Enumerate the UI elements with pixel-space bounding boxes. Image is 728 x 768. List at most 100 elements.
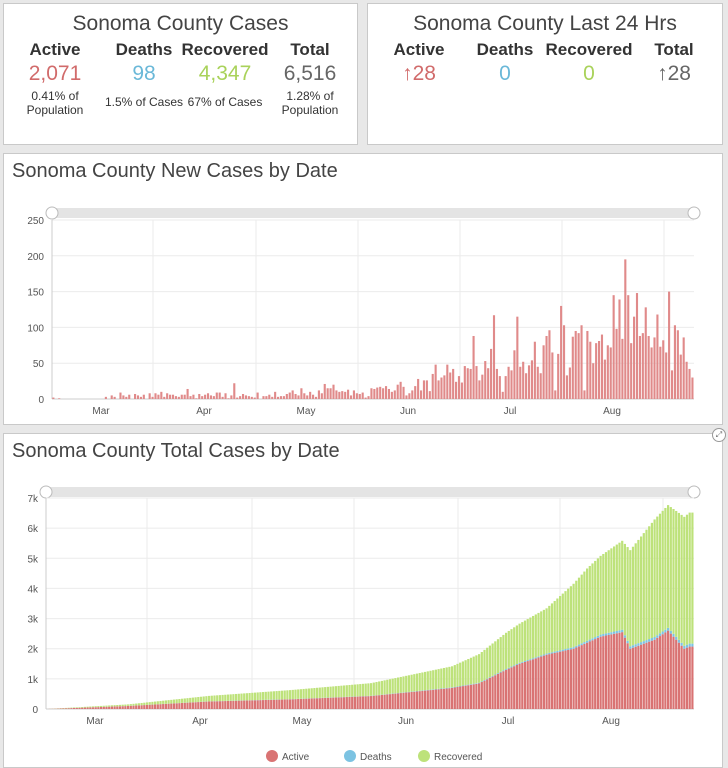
bar-active <box>108 706 111 709</box>
bar-active <box>316 698 319 709</box>
bar-active <box>564 650 567 709</box>
bar-active <box>437 689 440 709</box>
expand-icon[interactable]: ⤢ <box>712 428 726 442</box>
bar-recovered <box>232 694 235 701</box>
bar-deaths <box>572 647 575 649</box>
bar <box>282 396 285 399</box>
bar <box>659 346 662 399</box>
bar <box>606 345 609 399</box>
x-tick-label: Jul <box>504 406 517 417</box>
bar-recovered <box>299 689 302 699</box>
x-tick-label: Mar <box>86 716 104 727</box>
bar-recovered <box>348 684 351 697</box>
bar-active <box>102 706 105 709</box>
bar-deaths <box>672 633 675 637</box>
bar-recovered <box>108 705 111 707</box>
bar-recovered <box>272 691 275 700</box>
new-cases-panel: Sonoma County New Cases by Date 0 50 100 15… <box>3 153 723 425</box>
stat-label: Recovered <box>181 40 269 59</box>
bar-recovered <box>73 707 76 708</box>
bar <box>239 396 242 399</box>
bar-deaths <box>607 632 610 635</box>
bar-active <box>226 700 230 709</box>
bar-active <box>548 654 551 709</box>
bar-recovered <box>89 706 92 708</box>
bar-active <box>513 666 516 709</box>
bar <box>627 295 630 399</box>
bar-recovered <box>83 706 86 708</box>
bar-deaths <box>540 655 543 657</box>
bar-recovered <box>353 684 356 697</box>
bar-deaths <box>542 654 545 656</box>
bar-active <box>221 701 224 709</box>
bar-active <box>559 651 562 709</box>
bar-active <box>291 699 294 709</box>
bar <box>633 316 636 399</box>
bar-active <box>113 706 116 709</box>
bar-active <box>475 683 478 709</box>
bar <box>644 307 647 399</box>
bar-deaths <box>677 639 680 643</box>
bar-active <box>426 690 429 709</box>
bar <box>224 393 227 399</box>
bar-active <box>510 667 513 709</box>
bar-active <box>194 702 197 709</box>
bar-active <box>591 640 594 709</box>
bar-deaths <box>629 646 632 649</box>
bar-recovered <box>648 526 651 640</box>
bar-active <box>445 688 448 709</box>
bar-recovered <box>494 641 497 675</box>
bar-recovered <box>372 682 375 696</box>
bar-recovered <box>97 706 100 708</box>
bar-recovered <box>321 687 324 698</box>
bar-active <box>415 691 419 709</box>
bar-recovered <box>577 577 581 645</box>
bar-recovered <box>518 623 521 663</box>
bar <box>685 361 688 399</box>
bar <box>288 392 291 399</box>
bar-active <box>542 655 545 709</box>
bar <box>490 348 493 399</box>
bar-deaths <box>691 643 694 647</box>
bar <box>484 361 487 399</box>
bar-active <box>170 703 173 709</box>
bar-deaths <box>613 631 616 634</box>
bar <box>603 359 606 399</box>
bar-active <box>118 706 122 709</box>
bar-active <box>121 706 124 709</box>
bar-active <box>691 646 694 709</box>
bar-active <box>588 641 591 709</box>
bar <box>431 373 434 399</box>
bar-recovered <box>661 510 664 632</box>
total-cases-chart: 0 1k 2k 3k 4k 5k 6k 7k Mar Apr May Jun Jul Aug Active D… <box>27 485 701 763</box>
bar-active <box>356 696 359 709</box>
bar-active <box>461 686 464 709</box>
bar-active <box>248 700 251 709</box>
range-slider <box>52 208 694 218</box>
bar-active <box>137 705 140 709</box>
x-tick-label: Aug <box>603 406 621 417</box>
bar <box>373 388 376 399</box>
bar-active <box>391 693 394 709</box>
bar-recovered <box>159 700 162 705</box>
bar-deaths <box>515 664 518 665</box>
bar-active <box>442 688 446 709</box>
bar-recovered <box>81 707 84 708</box>
bar <box>428 391 431 399</box>
bar <box>58 398 61 399</box>
bar-active <box>83 707 86 709</box>
bar <box>230 395 233 399</box>
bar-active <box>183 702 186 709</box>
stat-active: Active 2,071 0.41% of Population <box>10 40 100 117</box>
bar-recovered <box>210 695 213 702</box>
bar-recovered <box>189 697 192 703</box>
bar-deaths <box>559 650 562 652</box>
bar-recovered <box>283 690 286 700</box>
bar <box>443 375 446 399</box>
bar-active <box>286 699 289 709</box>
bar-deaths <box>650 638 653 641</box>
bar-active <box>413 691 416 709</box>
bar-active <box>434 689 437 709</box>
bar-active <box>334 697 338 709</box>
bar-active <box>116 706 119 709</box>
